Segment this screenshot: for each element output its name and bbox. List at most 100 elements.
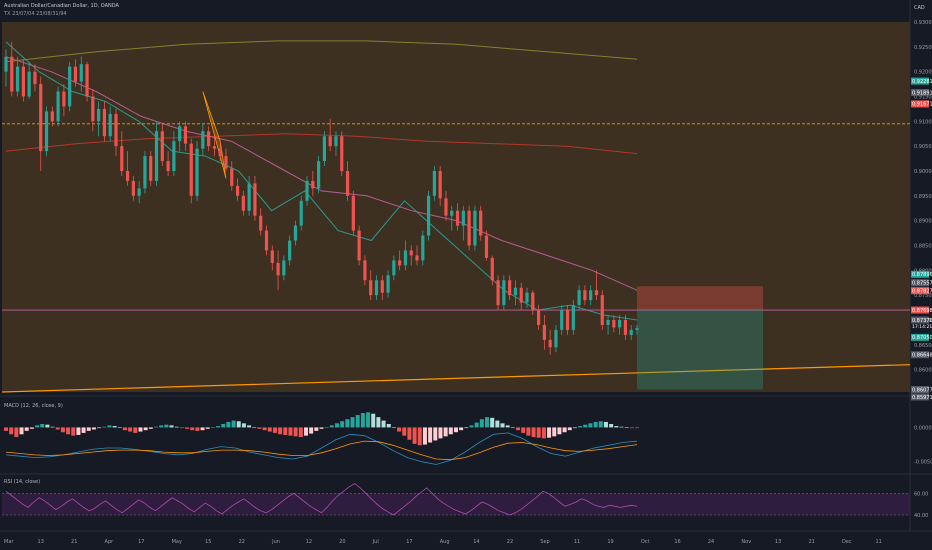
macd-histogram-bar (164, 424, 169, 428)
time-axis-label: Jun (271, 539, 280, 545)
candle-body (189, 143, 193, 196)
macd-histogram-bar (619, 426, 624, 428)
macd-histogram-bar (541, 427, 546, 439)
candle-body (166, 161, 170, 171)
macd-histogram-bar (97, 427, 102, 429)
time-axis-label: 17 (138, 539, 144, 545)
candle-body (282, 260, 286, 276)
time-axis-label: Aug (440, 539, 450, 545)
price-badge-label: 0.92281 (912, 79, 932, 85)
candle-body (455, 210, 460, 226)
rsi-title: RSI (14, close) (4, 479, 40, 485)
candle-body (542, 324, 546, 340)
time-axis-label: 13 (775, 539, 781, 545)
macd-histogram-bar (552, 427, 557, 437)
candle-body (218, 148, 222, 157)
candle-body (183, 126, 188, 144)
candle-body (560, 310, 564, 330)
chart-title: Australian Dollar/Canadian Dollar, 1D, O… (4, 3, 119, 9)
price-badge (911, 89, 929, 97)
macd-histogram-bar (386, 424, 391, 428)
candle-body (450, 210, 454, 216)
time-axis-label: Sep (540, 539, 549, 545)
macd-histogram-bar (179, 427, 184, 429)
macd-histogram-bar (278, 427, 283, 435)
macd-histogram-bar (9, 427, 14, 435)
candle-body (409, 250, 413, 256)
price-badge-label: 0.87557 (912, 281, 932, 287)
price-badge-label: 0.86077 (912, 387, 932, 393)
macd-histogram-bar (309, 427, 314, 434)
candle-body (10, 56, 14, 92)
macd-histogram-bar (562, 427, 567, 433)
candle-body (120, 146, 124, 171)
macd-histogram-bar (159, 425, 164, 428)
time-axis-label: 17 (406, 539, 412, 545)
macd-histogram-bar (169, 425, 174, 428)
macd-histogram-bar (195, 427, 200, 431)
macd-histogram-bar (133, 427, 138, 433)
candle-body (554, 329, 558, 348)
candle-body (496, 280, 500, 306)
rsi-tick-label: 40.00 (914, 513, 928, 519)
candle-body (33, 71, 37, 85)
macd-histogram-bar (19, 427, 24, 435)
candle-body (461, 210, 465, 226)
candle-body (97, 108, 101, 122)
candle-body (612, 319, 616, 328)
candle-body (160, 131, 164, 162)
macd-histogram-bar (609, 424, 614, 428)
candle-body (305, 180, 309, 201)
macd-histogram-bar (335, 423, 340, 428)
macd-histogram-bar (417, 427, 422, 446)
candle-body (369, 280, 373, 296)
macd-histogram-bar (510, 427, 515, 429)
price-badge-label: 0.87370 (912, 318, 932, 324)
candle-body (531, 292, 535, 311)
candle-body (178, 126, 182, 142)
candle-body (230, 168, 234, 186)
candle-body (235, 185, 240, 196)
candle-body (490, 257, 494, 281)
macd-histogram-bar (474, 422, 479, 428)
macd-histogram-bar (241, 423, 246, 428)
candle-body (340, 136, 344, 171)
candle-body (548, 339, 552, 348)
candle-body (125, 170, 130, 181)
price-badge (911, 333, 929, 341)
take-profit-zone (637, 310, 763, 390)
price-badge-label: 0.87050 (912, 335, 932, 341)
time-axis-label: 21 (71, 539, 77, 545)
candle-body (363, 260, 367, 281)
candle-body (525, 292, 529, 303)
macd-histogram-bar (60, 427, 65, 433)
time-axis-label: 24 (708, 539, 714, 545)
candle-body (317, 161, 321, 189)
macd-histogram-bar (355, 415, 360, 428)
bar-countdown-label: 17:14:21 (912, 324, 932, 330)
macd-panel-background (2, 400, 910, 472)
candle-body (345, 170, 350, 196)
macd-histogram-bar (381, 420, 386, 428)
macd-histogram-bar (210, 427, 215, 429)
candle-body (108, 113, 112, 137)
time-axis-label: 16 (674, 539, 680, 545)
macd-histogram-bar (205, 427, 210, 429)
macd-histogram-bar (221, 424, 226, 428)
price-badge (911, 393, 929, 401)
macd-histogram-bar (629, 427, 634, 429)
macd-histogram-bar (578, 426, 583, 428)
candle-body (536, 310, 541, 325)
time-axis-label: 12 (306, 539, 312, 545)
macd-histogram-bar (505, 425, 510, 428)
macd-tick-label: -0.00500 (914, 460, 932, 466)
macd-histogram-bar (81, 427, 86, 433)
candle-body (27, 71, 31, 97)
candle-body (502, 280, 506, 306)
macd-histogram-bar (55, 427, 60, 430)
macd-histogram-bar (288, 427, 293, 436)
